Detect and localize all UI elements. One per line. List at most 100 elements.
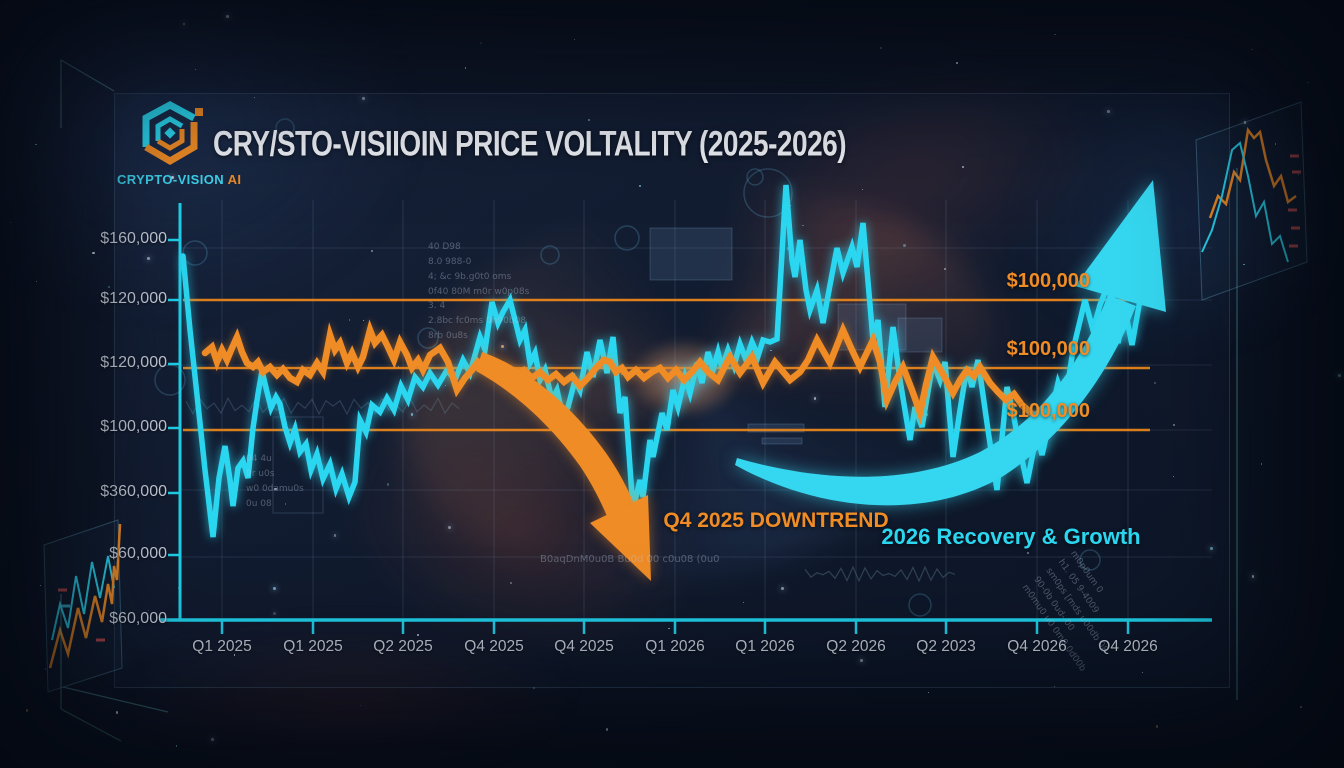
decor-scribble [185,396,460,416]
decor-circle [540,245,560,265]
downtrend-arrow [476,352,651,581]
star [1054,686,1056,688]
star [362,319,364,321]
star [182,22,186,26]
star [273,587,277,590]
hud-rectangle [761,437,803,445]
star [639,184,642,187]
star [1106,110,1110,113]
frame-line [60,708,122,742]
star [362,96,366,100]
star [1154,381,1157,384]
star [786,247,790,250]
star [464,67,466,69]
star [253,96,256,98]
star [860,658,863,662]
star [387,483,390,486]
decor-circle [614,225,640,251]
decor-circle [908,593,932,617]
star [273,611,277,615]
star [274,487,277,490]
frame-line [60,59,115,92]
star [962,166,964,168]
star [1142,671,1144,673]
mini-chart-right [1195,101,1308,301]
star [1300,706,1302,708]
star [1260,463,1263,465]
star [333,534,337,537]
star [39,585,42,587]
star [170,175,174,179]
star [410,412,414,416]
star [573,38,575,40]
mini-chart-left [43,519,123,693]
star [9,221,12,224]
decor-circle [275,118,295,138]
star [371,249,374,252]
star [479,41,483,45]
star [225,14,229,18]
star [107,286,110,289]
star [789,204,792,207]
star [1307,81,1309,83]
star [802,224,804,226]
star [210,737,214,741]
star [742,602,744,604]
star [1251,575,1255,578]
star [903,244,906,247]
star [1172,424,1175,427]
star [195,69,197,71]
star [44,668,46,670]
star [781,586,785,590]
star [348,319,351,321]
star [532,686,535,689]
star [501,344,505,348]
star [1242,263,1245,266]
frame-line [62,686,169,713]
star [944,268,947,271]
star [175,744,178,747]
star [234,654,236,656]
hud-rectangle [897,317,943,353]
star [1209,547,1213,551]
decor-circle [746,168,764,186]
star [587,119,590,121]
star [510,582,513,585]
star [928,691,930,694]
star [1298,173,1300,175]
star [92,252,95,255]
decor-circle [1079,549,1101,571]
star [398,366,400,368]
decor-circle [743,168,793,218]
star [25,709,28,712]
star [284,503,287,505]
star [447,526,451,530]
crypto-price-orange [201,319,1044,426]
nebula-filament [100,610,600,768]
star [1274,143,1277,145]
star [1054,33,1056,36]
hud-rectangle [649,227,733,281]
decor-circle [417,327,439,349]
star [1251,49,1253,51]
star [955,62,959,65]
star [879,47,882,50]
star [445,384,447,386]
star [1243,120,1247,124]
star [147,256,150,260]
star [360,704,361,706]
star [147,609,150,612]
recovery-arrow [735,180,1166,506]
decor-scribble [804,565,956,583]
star [1155,725,1158,728]
star [862,188,864,190]
star [762,149,765,152]
decor-circle [182,240,208,266]
star [813,397,817,400]
star [115,711,119,714]
hud-rectangle [747,423,805,433]
